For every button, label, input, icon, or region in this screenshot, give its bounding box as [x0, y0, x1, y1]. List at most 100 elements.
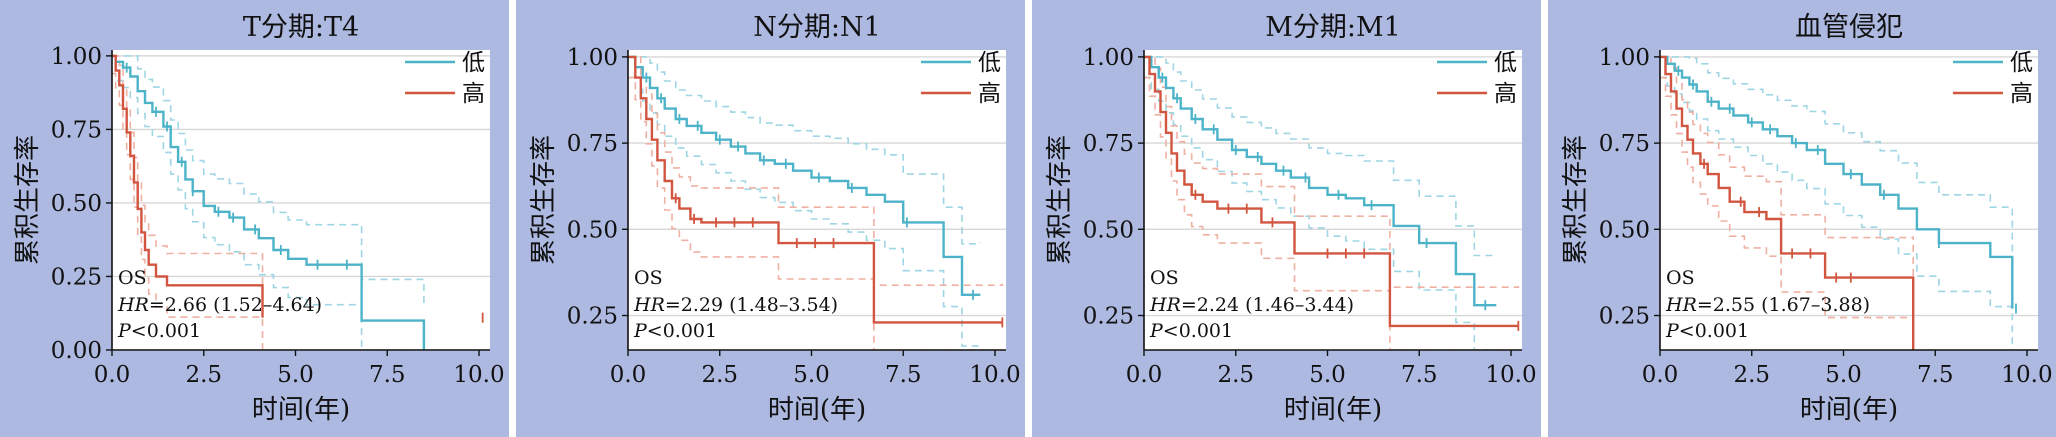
- annotation-p: P<0.001: [1665, 320, 1749, 342]
- y-tick-label: 1.00: [567, 45, 618, 71]
- x-tick-label: 5.0: [1825, 362, 1862, 388]
- y-tick-label: 1.00: [51, 44, 102, 70]
- series-line-高: [1660, 55, 1915, 350]
- x-tick-label: 7.5: [1401, 362, 1438, 388]
- annotation-p-value: <0.001: [131, 320, 201, 342]
- series-line-低: [628, 55, 981, 296]
- ci-lower-低: [112, 72, 424, 351]
- ci-upper-低: [112, 55, 425, 308]
- series-line-低: [1660, 55, 2014, 309]
- annotation-hr: HR=2.29 (1.48–3.54): [633, 294, 838, 316]
- x-tick-label: 5.0: [277, 362, 314, 388]
- legend-label-高: 高: [2010, 81, 2033, 107]
- legend-label-高: 高: [978, 81, 1001, 107]
- ci-upper-低: [628, 56, 982, 245]
- chart-title: 血管侵犯: [1795, 12, 1903, 43]
- annotation-hr: HR=2.55 (1.67–3.88): [1665, 294, 1870, 316]
- x-tick-label: 2.5: [185, 362, 222, 388]
- y-tick-label: 0.25: [567, 304, 618, 330]
- y-tick-label: 0.75: [51, 117, 102, 143]
- ci-upper-高: [1660, 56, 1914, 308]
- x-tick-label: 10.0: [453, 362, 504, 388]
- legend-label-高: 高: [462, 81, 485, 107]
- plot-area: [1144, 50, 1522, 350]
- annotation-p-label: P: [1149, 320, 1164, 342]
- annotation-p: P<0.001: [633, 320, 717, 342]
- annotation-os: OS: [1150, 267, 1179, 289]
- annotation-p: P<0.001: [117, 320, 201, 342]
- annotation-hr-value: =2.55 (1.67–3.88): [1697, 294, 1870, 316]
- x-tick-label: 7.5: [369, 362, 406, 388]
- x-tick-label: 7.5: [1917, 362, 1954, 388]
- y-tick-label: 0.50: [1083, 217, 1134, 243]
- annotation-p-value: <0.001: [1163, 320, 1233, 342]
- annotation-hr: HR=2.24 (1.46–3.44): [1149, 294, 1354, 316]
- annotation-hr-value: =2.29 (1.48–3.54): [665, 294, 838, 316]
- y-axis-label: 累积生存率: [13, 135, 43, 265]
- series-line-高: [628, 55, 1003, 324]
- ci-lower-低: [1144, 76, 1497, 351]
- chart-panel-3: 0.0 2.5 5.0 7.5 10.0 0.25 0.50 0.75 1.00 M分期:M1 时间…: [1032, 0, 1541, 437]
- x-tick-label: 0.0: [1642, 362, 1679, 388]
- y-tick-label: 0.50: [1599, 217, 1650, 243]
- x-tick-label: 0.0: [610, 362, 647, 388]
- y-tick-label: 0.50: [567, 217, 618, 243]
- annotation-hr-label: HR: [1665, 294, 1697, 316]
- chart-panel-1: 0.0 2.5 5.0 7.5 10.0 0.00 0.25 0.50 0.75 1.00 T分期:…: [0, 0, 509, 437]
- y-tick-label: 0.75: [567, 131, 618, 157]
- annotation-hr-value: =2.66 (1.52–4.64): [149, 294, 322, 316]
- annotation-hr-label: HR: [117, 294, 149, 316]
- x-tick-label: 10.0: [2001, 362, 2052, 388]
- annotation-hr: HR=2.66 (1.52–4.64): [117, 294, 322, 316]
- chart-panel-2: 0.0 2.5 5.0 7.5 10.0 0.25 0.50 0.75 1.00 N分期:N1 时间…: [516, 0, 1025, 437]
- y-tick-label: 0.50: [51, 191, 102, 217]
- annotation-p-label: P: [633, 320, 648, 342]
- series-line-低: [112, 54, 426, 350]
- series-line-高: [1144, 55, 1519, 328]
- legend-label-低: 低: [978, 50, 1001, 76]
- x-tick-label: 10.0: [969, 362, 1020, 388]
- series-line-低: [1144, 55, 1497, 307]
- y-axis-label: 累积生存率: [529, 135, 559, 265]
- annotation-p-value: <0.001: [1679, 320, 1749, 342]
- annotation-hr-label: HR: [1149, 294, 1181, 316]
- x-tick-label: 5.0: [793, 362, 830, 388]
- x-tick-label: 10.0: [1485, 362, 1536, 388]
- annotation-p-label: P: [1665, 320, 1680, 342]
- y-tick-label: 0.75: [1083, 131, 1134, 157]
- y-tick-label: 0.25: [1083, 304, 1134, 330]
- y-tick-label: 0.75: [1599, 131, 1650, 157]
- ci-lower-高: [1144, 76, 1519, 351]
- x-tick-label: 7.5: [885, 362, 922, 388]
- annotation-p-value: <0.001: [647, 320, 717, 342]
- chart-title: N分期:N1: [753, 12, 881, 43]
- chart-panel-4: 0.0 2.5 5.0 7.5 10.0 0.25 0.50 0.75 1.00 血管侵犯时间(年…: [1548, 0, 2056, 437]
- ci-upper-低: [1144, 56, 1498, 257]
- chart-title: T分期:T4: [243, 12, 359, 43]
- x-tick-label: 0.0: [94, 362, 131, 388]
- ci-lower-低: [628, 76, 982, 348]
- legend-label-低: 低: [1494, 50, 1517, 76]
- y-tick-label: 0.25: [51, 264, 102, 290]
- chart-title: M分期:M1: [1265, 12, 1401, 43]
- x-axis-label: 时间(年): [1284, 395, 1382, 425]
- ci-upper-高: [112, 55, 264, 285]
- y-tick-label: 0.25: [1599, 304, 1650, 330]
- x-axis-label: 时间(年): [1800, 395, 1898, 425]
- plot-area: [1660, 50, 2038, 350]
- x-axis-label: 时间(年): [768, 395, 866, 425]
- annotation-p: P<0.001: [1149, 320, 1233, 342]
- x-axis-label: 时间(年): [252, 395, 350, 425]
- x-tick-label: 2.5: [701, 362, 738, 388]
- annotation-os: OS: [1666, 267, 1695, 289]
- ci-lower-高: [628, 76, 1003, 351]
- y-axis-label: 累积生存率: [1561, 135, 1591, 265]
- x-tick-label: 2.5: [1733, 362, 1770, 388]
- plot-area: [112, 50, 490, 350]
- x-tick-label: 5.0: [1309, 362, 1346, 388]
- ci-lower-高: [1660, 76, 1914, 350]
- legend-label-低: 低: [462, 50, 485, 76]
- ci-upper-低: [1660, 56, 2014, 258]
- annotation-os: OS: [634, 267, 663, 289]
